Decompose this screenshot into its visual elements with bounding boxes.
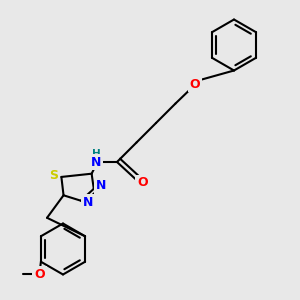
Text: S: S — [50, 169, 58, 182]
Text: O: O — [34, 268, 45, 281]
Text: O: O — [190, 77, 200, 91]
Text: H: H — [92, 148, 100, 159]
Text: N: N — [96, 179, 106, 192]
Text: N: N — [83, 196, 94, 209]
Text: N: N — [91, 155, 101, 169]
Text: O: O — [137, 176, 148, 190]
